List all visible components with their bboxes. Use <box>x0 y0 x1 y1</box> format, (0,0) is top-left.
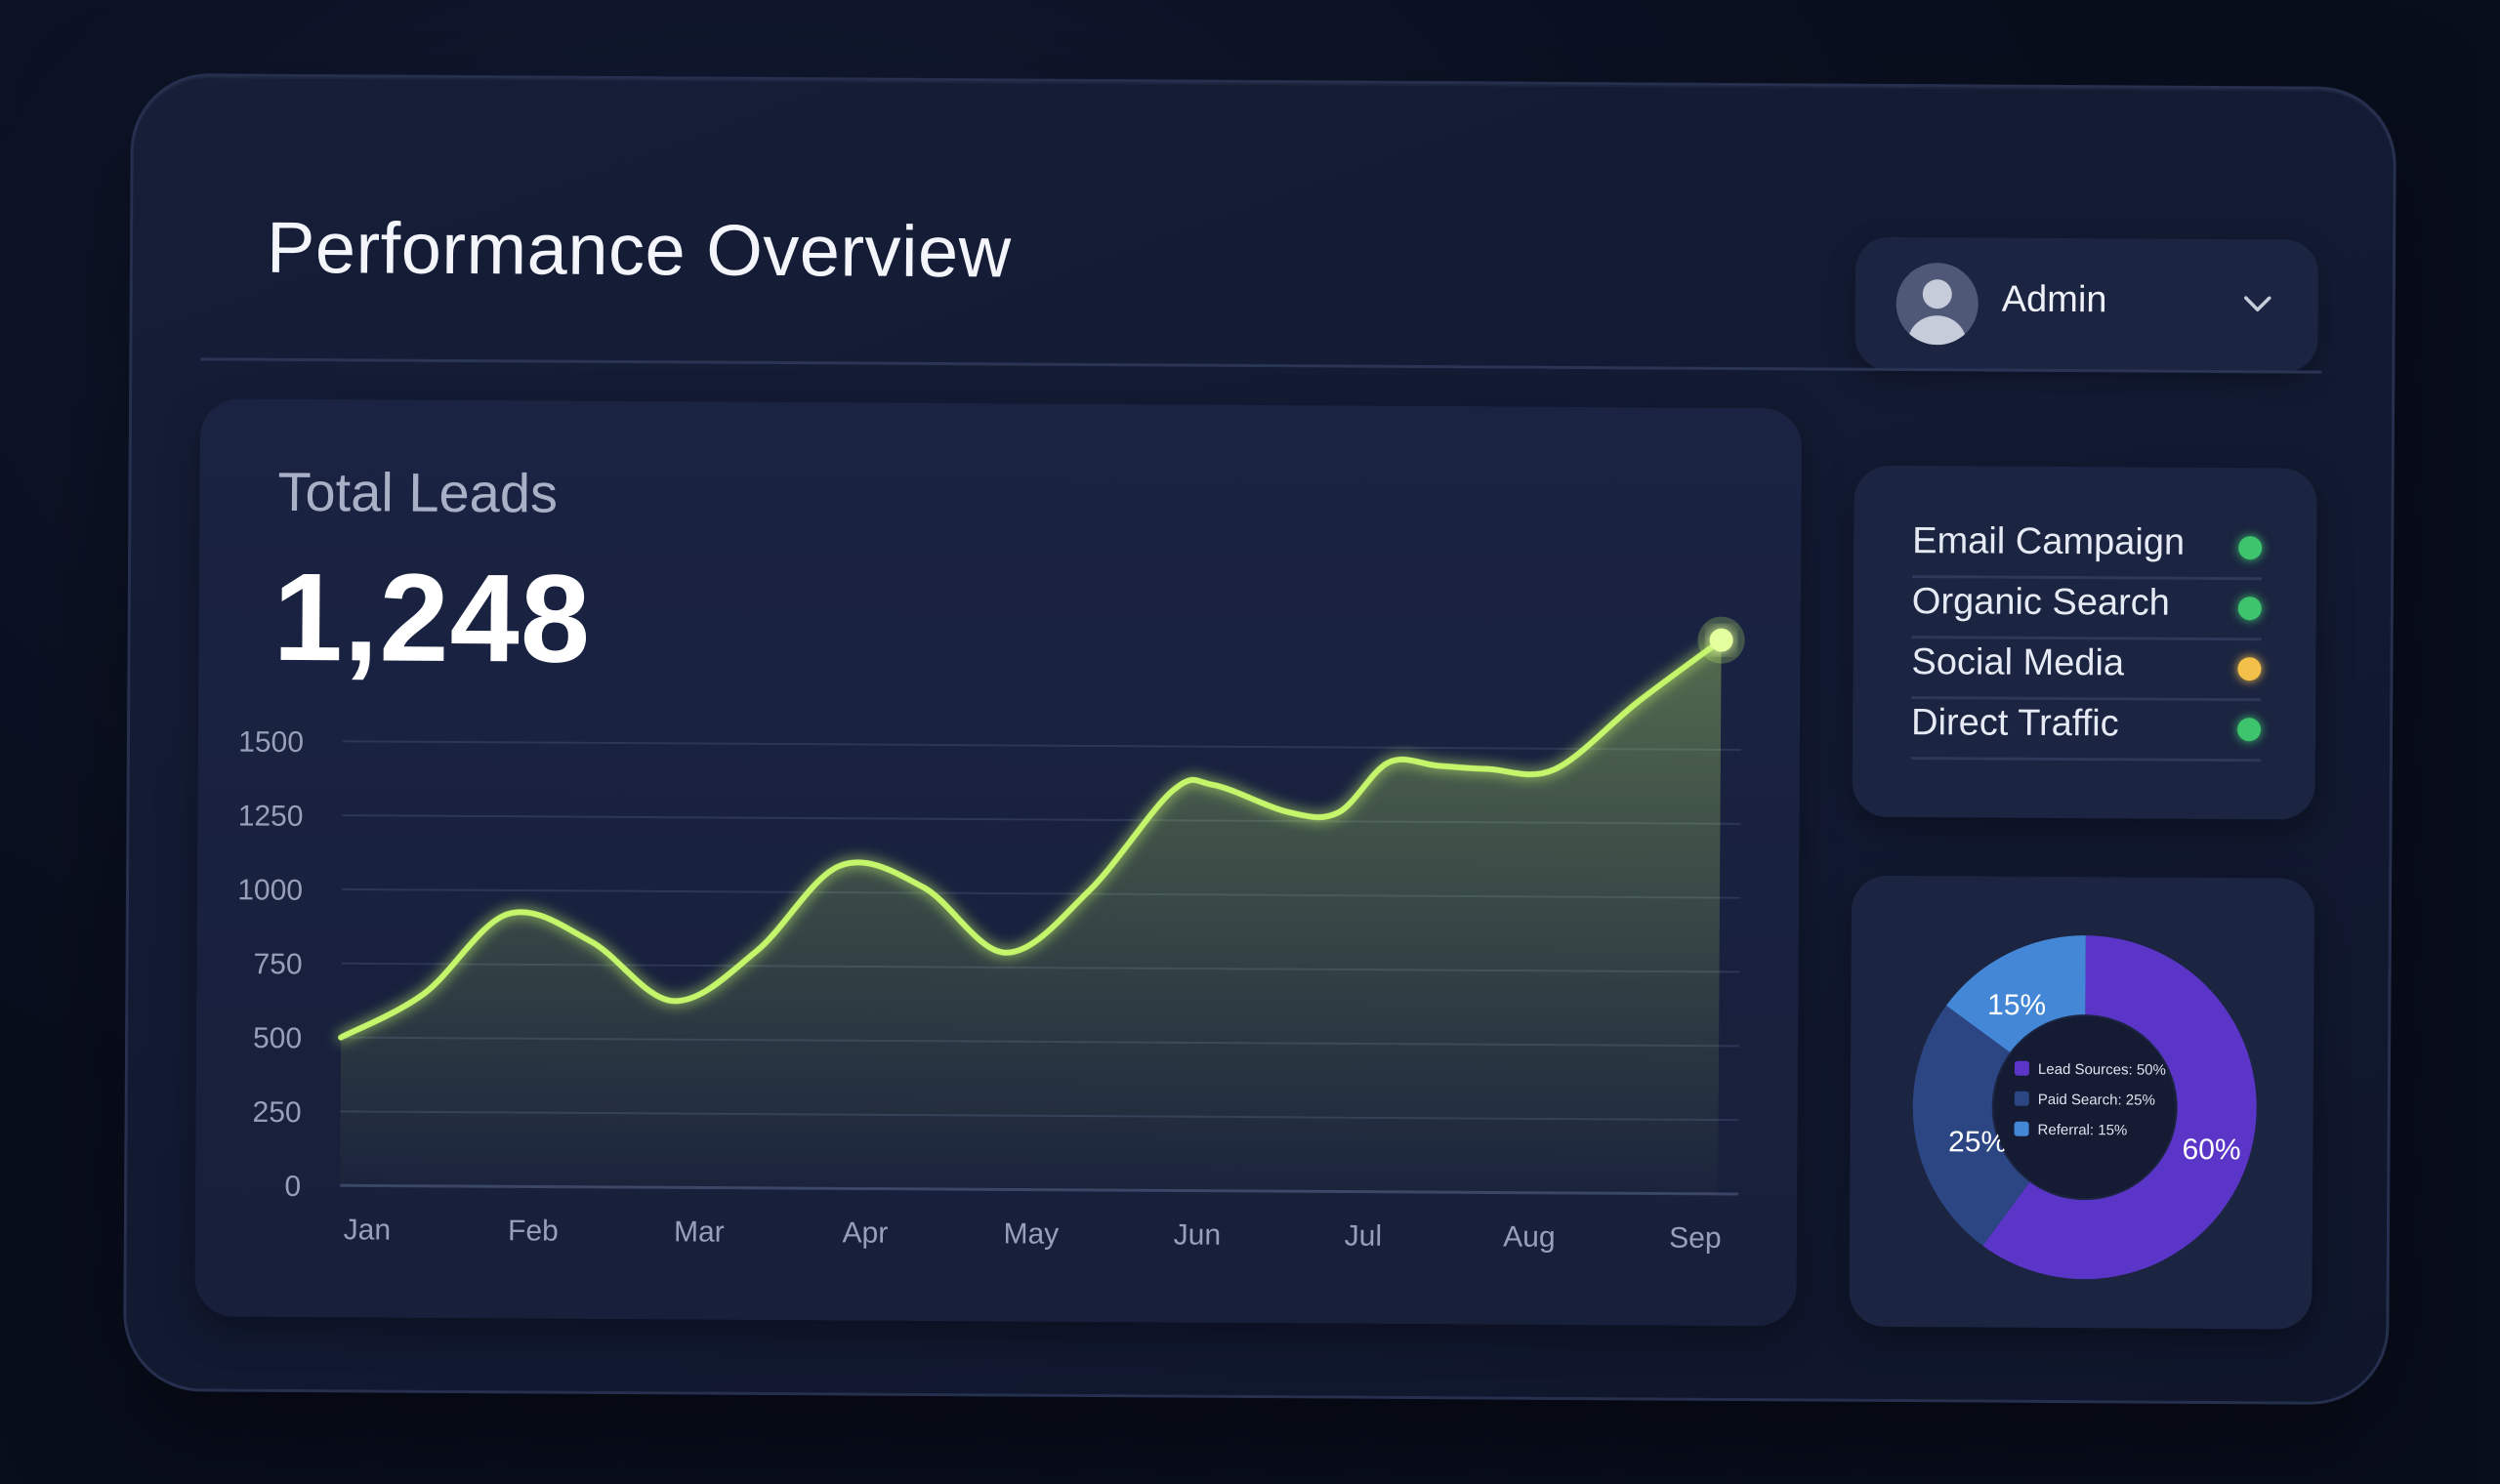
user-name-label: Admin <box>2001 278 2107 321</box>
donut-legend-label: Paid Search: 25% <box>2038 1092 2155 1109</box>
leads-line-chart: 0 250 500 750 1000 1250 1500 Jan Feb Mar Apr May Jun… <box>237 616 1745 1255</box>
sources-legend-card: Email Campaign Organic Search Social Med… <box>1852 465 2317 820</box>
donut-hole <box>1993 1016 2176 1199</box>
status-dot-icon <box>2237 718 2262 742</box>
total-leads-card: Total Leads 1,248 0 250 500 750 1000 1250 1500… <box>194 398 1803 1327</box>
donut-legend-swatch <box>2014 1060 2029 1076</box>
x-tick-label: Mar <box>674 1216 725 1248</box>
legend-item-social-media[interactable]: Social Media <box>1911 636 2262 702</box>
y-tick-label: 1250 <box>238 800 304 832</box>
legend-item-organic-search[interactable]: Organic Search <box>1911 575 2263 641</box>
x-tick-label: Jan <box>344 1214 392 1246</box>
y-tick-label: 250 <box>252 1096 301 1129</box>
donut-legend-swatch <box>2014 1121 2029 1136</box>
legend-item-direct-traffic[interactable]: Direct Traffic <box>1910 696 2262 763</box>
grid-line <box>342 740 1741 752</box>
y-tick-label: 750 <box>253 948 302 980</box>
donut-legend-swatch <box>2014 1091 2029 1106</box>
chevron-down-icon[interactable] <box>2240 286 2275 321</box>
legend-item-label: Social Media <box>1911 641 2125 684</box>
legend-item-label: Email Campaign <box>1912 520 2186 563</box>
donut-slice-label: 15% <box>1987 989 2046 1021</box>
page-title: Performance Overview <box>266 206 1012 293</box>
status-dot-icon <box>2237 657 2262 681</box>
donut-slice <box>1945 935 2086 1052</box>
user-avatar-icon <box>1896 262 1979 346</box>
donut-slice <box>1912 1005 2030 1246</box>
x-tick-label: Jun <box>1174 1218 1222 1251</box>
leads-area-fill <box>340 639 1722 1194</box>
latest-data-point <box>1709 628 1733 652</box>
legend-item-label: Direct Traffic <box>1910 702 2119 745</box>
x-tick-label: Aug <box>1503 1221 1556 1254</box>
legend-item-label: Organic Search <box>1911 581 2171 624</box>
y-tick-label: 500 <box>253 1022 302 1054</box>
status-dot-icon <box>2237 597 2262 621</box>
user-menu-button[interactable]: Admin <box>1854 236 2319 373</box>
legend-item-email-campaign[interactable]: Email Campaign <box>1912 515 2263 581</box>
y-tick-label: 1500 <box>238 726 304 759</box>
x-tick-label: Apr <box>842 1216 888 1249</box>
lead-sources-donut-card: 60% 25% 15% Lead Sources: 50% Paid Search: 2… <box>1849 875 2315 1330</box>
dashboard-panel: Performance Overview Admin Total Leads 1… <box>122 72 2397 1406</box>
lead-sources-donut-chart: 60%25%15%Lead Sources: 50%Paid Search: 2… <box>1912 935 2257 1280</box>
x-tick-label: Jul <box>1345 1220 1383 1253</box>
y-tick-label: 1000 <box>237 874 303 906</box>
donut-legend-label: Referral: 15% <box>2038 1122 2128 1139</box>
leads-series-line <box>338 637 1725 1041</box>
donut-legend-label: Lead Sources: 50% <box>2038 1061 2166 1079</box>
status-dot-icon <box>2238 536 2263 560</box>
x-tick-label: May <box>1003 1217 1059 1250</box>
x-tick-label: Feb <box>508 1215 559 1247</box>
donut-slice-label: 60% <box>2182 1134 2240 1166</box>
x-tick-label: Sep <box>1669 1222 1722 1255</box>
y-tick-label: 0 <box>284 1171 301 1203</box>
donut-slice <box>1982 935 2257 1280</box>
